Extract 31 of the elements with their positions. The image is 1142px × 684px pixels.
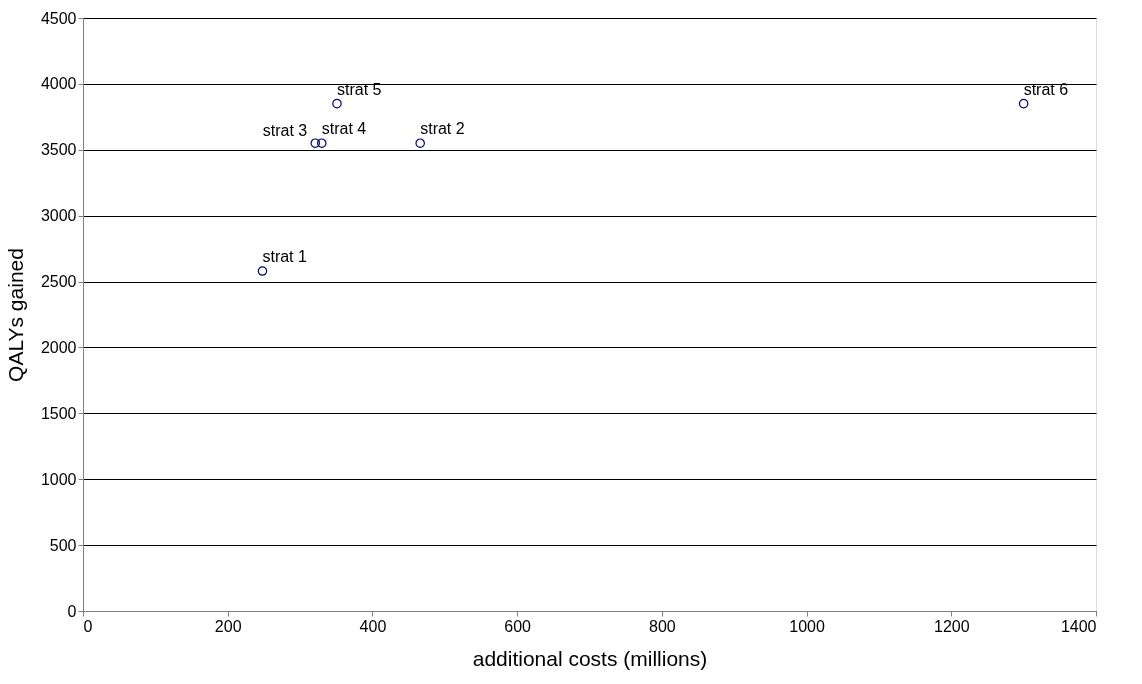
x-tick-label: 1200 <box>933 617 970 635</box>
x-tick-label: 800 <box>649 617 676 635</box>
x-tick-label: 0 <box>83 617 93 635</box>
y-tick-label: 0 <box>67 602 77 620</box>
annotation: strat 3 <box>262 122 308 140</box>
y-tick-label: 1000 <box>40 470 77 488</box>
y-tick-label: 3000 <box>40 207 77 225</box>
point <box>332 98 342 109</box>
annotation: strat 5 <box>336 80 382 98</box>
point <box>317 138 327 148</box>
y-tick-label: 500 <box>49 536 77 554</box>
point <box>310 138 321 148</box>
x-tick-label: 1000 <box>789 617 825 635</box>
y-tick-label: 2500 <box>40 273 77 291</box>
point <box>1018 98 1029 109</box>
y-tick-label: 1500 <box>40 404 77 422</box>
annotation: strat 1 <box>262 248 308 266</box>
point <box>415 138 425 148</box>
x-tick-label: 400 <box>359 617 387 635</box>
y-tick-label: 3500 <box>40 141 77 159</box>
annotation: strat 2 <box>420 120 465 138</box>
y-tick-label: 4500 <box>40 9 77 27</box>
x-tick-label: 1400 <box>1060 617 1097 635</box>
annotation: strat 4 <box>321 120 367 138</box>
x-tick-label: 600 <box>504 617 532 635</box>
point <box>257 266 268 276</box>
y-axis-title: QALYs gained <box>3 248 27 382</box>
y-tick-label: 2000 <box>40 338 77 356</box>
x-tick-label: 200 <box>214 617 242 635</box>
x-axis-title: additional costs (millions) <box>472 646 708 670</box>
y-tick-label: 4000 <box>40 75 77 93</box>
